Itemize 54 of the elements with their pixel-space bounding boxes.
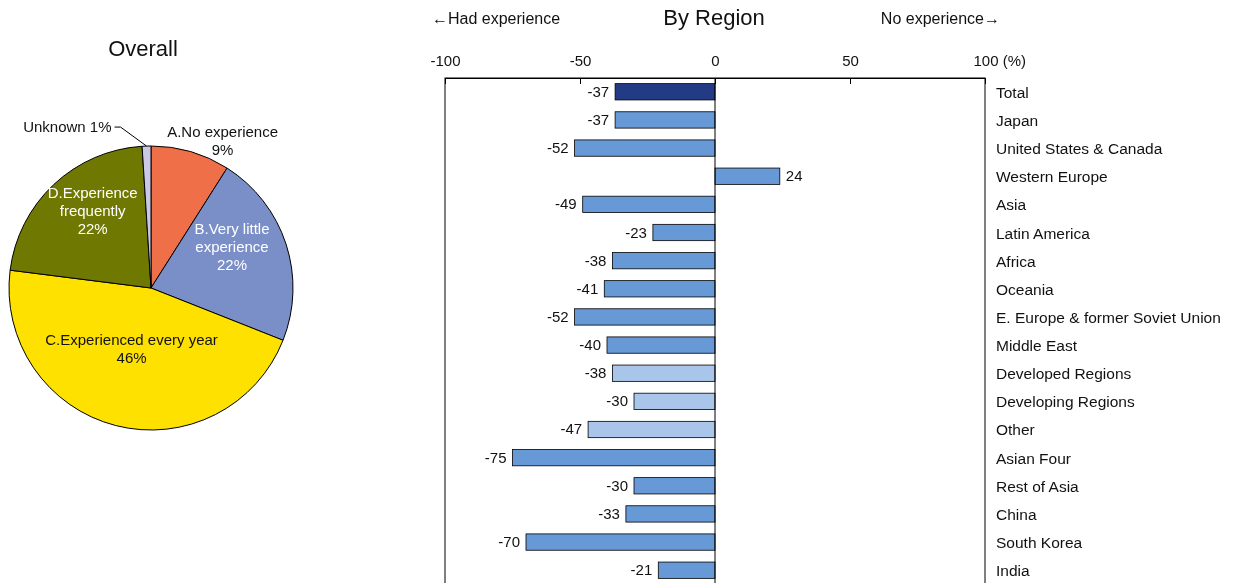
slice-label: A.No experience [167, 122, 279, 140]
y-tick-label: Developed Regions [996, 365, 1132, 383]
chart-title: Overall [108, 36, 178, 61]
y-tick-label: Japan [996, 111, 1039, 129]
chart-title: By Region [663, 5, 765, 30]
data-label: -21 [630, 561, 653, 579]
y-tick-label: Middle East [996, 337, 1078, 355]
text: No experience→ [880, 10, 1000, 27]
x-tick-label: -100 [430, 52, 461, 69]
y-tick-label: China [996, 505, 1037, 523]
data-label: -37 [587, 110, 610, 128]
data-label: 22% [77, 219, 108, 237]
y-tick-label: Asian Four [996, 449, 1071, 467]
data-label: -30 [606, 476, 628, 494]
y-tick-label: Total [996, 83, 1029, 101]
slice-label: C.Experienced every year [45, 330, 218, 348]
x-tick-label: 100 (%) [973, 52, 1027, 69]
y-tick-label: E. Europe & former Soviet Union [996, 308, 1221, 326]
data-label: 24 [785, 167, 803, 185]
text: ←Had experience [432, 10, 561, 27]
slice-label: D.Experience frequently [47, 183, 138, 219]
data-label: -33 [598, 504, 620, 522]
y-tick-label: Other [996, 421, 1035, 439]
data-label: -47 [560, 420, 583, 438]
y-tick-label: Oceania [996, 280, 1055, 298]
y-tick-label: South Korea [996, 534, 1083, 552]
data-label: 22% [217, 255, 248, 273]
y-tick-label: Developing Regions [996, 393, 1135, 411]
x-tick-label: -50 [569, 52, 592, 69]
data-label: -40 [579, 336, 601, 354]
data-label: -38 [584, 364, 607, 382]
data-label: -49 [555, 195, 577, 213]
data-label: 9% [211, 140, 234, 158]
y-tick-label: Latin America [996, 224, 1091, 242]
data-label: -37 [587, 82, 610, 100]
x-tick-label: 0 [711, 52, 720, 69]
slice-label: Unknown 1% [23, 118, 112, 136]
data-label: -52 [546, 139, 569, 157]
y-tick-label: Africa [996, 252, 1036, 270]
data-label: -75 [484, 448, 507, 466]
x-tick-label: 50 [842, 52, 859, 69]
slice-label: B.Very little experience [194, 219, 270, 255]
data-label: -38 [584, 251, 607, 269]
y-tick-label: Western Europe [996, 168, 1108, 186]
y-tick-label: Asia [996, 196, 1027, 214]
data-label: -30 [606, 392, 628, 410]
y-tick-label: Rest of Asia [996, 477, 1080, 495]
data-label: -41 [576, 279, 599, 297]
data-label: 46% [116, 348, 147, 366]
data-label: -23 [625, 223, 647, 241]
data-label: -52 [546, 307, 569, 325]
y-tick-label: United States & Canada [996, 140, 1163, 158]
y-tick-label: India [996, 562, 1030, 580]
data-label: -70 [498, 533, 520, 551]
